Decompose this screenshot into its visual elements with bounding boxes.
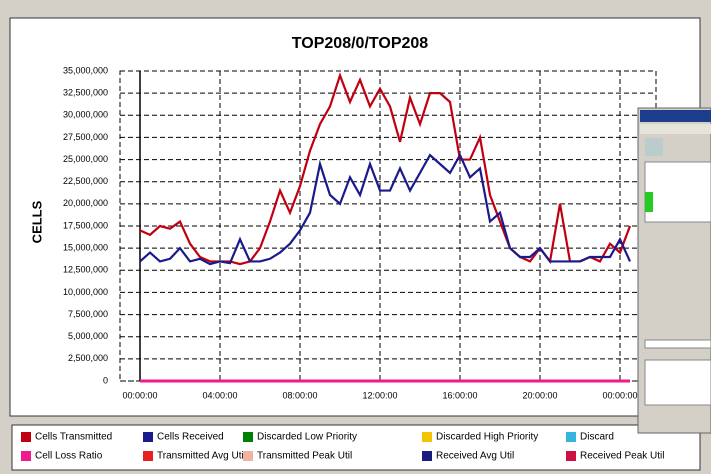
window-status <box>645 192 653 212</box>
y-tick-label: 10,000,000 <box>63 287 108 297</box>
y-tick-label: 17,500,000 <box>63 220 108 230</box>
x-tick-label: 20:00:00 <box>522 390 557 400</box>
y-tick-label: 35,000,000 <box>63 65 108 75</box>
y-tick-label: 25,000,000 <box>63 154 108 164</box>
y-tick-label: 22,500,000 <box>63 176 108 186</box>
legend-swatch <box>243 451 253 461</box>
y-axis-label: CELLS <box>29 200 44 243</box>
y-tick-label: 15,000,000 <box>63 243 108 253</box>
y-tick-label: 7,500,000 <box>68 309 108 319</box>
y-tick-label: 30,000,000 <box>63 110 108 120</box>
legend-label: Discarded Low Priority <box>257 432 357 443</box>
chart-title: TOP208/0/TOP208 <box>292 35 428 52</box>
x-tick-label: 08:00:00 <box>282 390 317 400</box>
legend-label: Received Avg Util <box>436 451 514 462</box>
chart: TOP208/0/TOP208 CELLS 0 2,500,000 5,000,00… <box>0 0 711 474</box>
y-tick-label: 20,000,000 <box>63 198 108 208</box>
y-tick-label: 5,000,000 <box>68 331 108 341</box>
legend-label: Cells Received <box>157 432 224 443</box>
legend-swatch <box>143 451 153 461</box>
legend-swatch <box>243 432 253 442</box>
legend-swatch <box>566 451 576 461</box>
legend-swatch <box>566 432 576 442</box>
window-icon <box>645 138 663 156</box>
legend-swatch <box>21 432 31 442</box>
legend-swatch <box>422 432 432 442</box>
window-menu <box>640 124 711 134</box>
legend-label: Cells Transmitted <box>35 432 112 443</box>
y-tick-label: 2,500,000 <box>68 353 108 363</box>
x-tick-label: 00:00:00 <box>122 390 157 400</box>
legend-label: Received Peak Util <box>580 451 664 462</box>
legend-label: Cell Loss Ratio <box>35 451 103 462</box>
legend-label: Discard <box>580 432 614 443</box>
window-table <box>645 360 711 405</box>
legend-label: Transmitted Avg Util <box>157 451 246 462</box>
x-tick-label: 04:00:00 <box>202 390 237 400</box>
x-tick-label: 00:00:00 <box>602 390 637 400</box>
x-tick-label: 16:00:00 <box>442 390 477 400</box>
legend-swatch <box>422 451 432 461</box>
y-tick-label: 0 <box>103 375 108 385</box>
legend-swatch <box>21 451 31 461</box>
y-tick-label: 12,500,000 <box>63 265 108 275</box>
legend-label: Discarded High Priority <box>436 432 538 443</box>
y-tick-label: 27,500,000 <box>63 132 108 142</box>
y-tick-label: 32,500,000 <box>63 88 108 98</box>
window-input <box>645 340 711 348</box>
page: {"chart_data": {"type": "line", "title":… <box>0 0 711 474</box>
legend-label: Transmitted Peak Util <box>257 451 352 462</box>
x-tick-label: 12:00:00 <box>362 390 397 400</box>
overlay-window <box>638 108 711 433</box>
window-list <box>645 162 711 222</box>
legend-swatch <box>143 432 153 442</box>
window-titlebar <box>640 110 711 122</box>
